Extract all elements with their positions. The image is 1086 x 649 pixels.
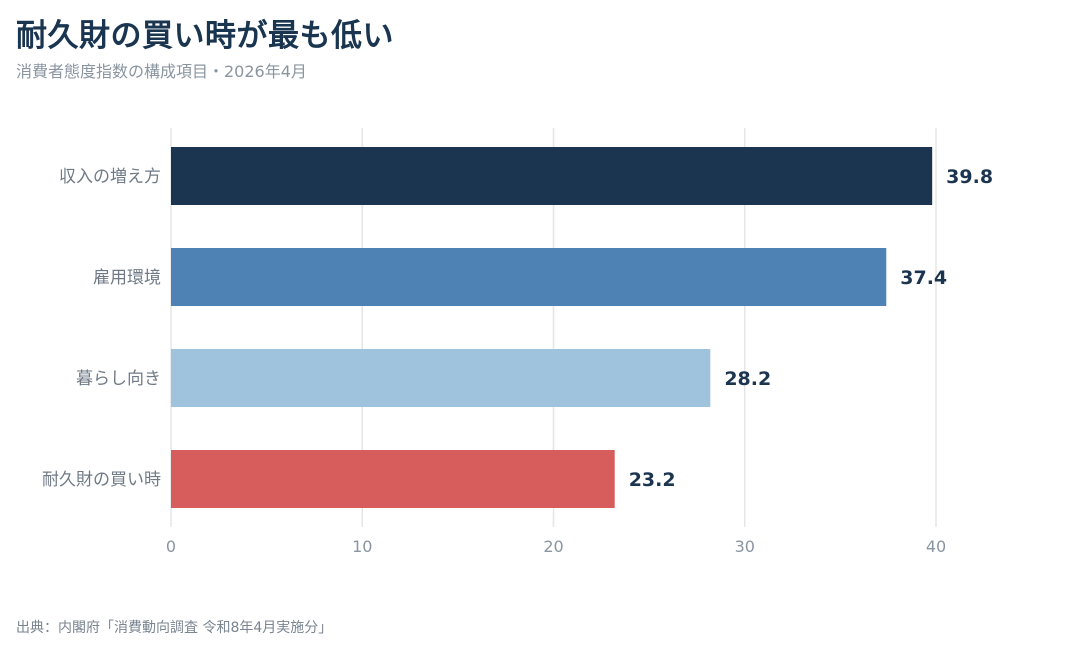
x-tick-label: 0 bbox=[166, 537, 176, 556]
value-labels: 39.8 37.4 28.2 23.2 bbox=[629, 166, 993, 491]
chart-title: 耐久財の買い時が最も低い bbox=[16, 18, 394, 54]
category-label: 雇用環境 bbox=[93, 268, 161, 288]
bar bbox=[171, 349, 711, 407]
chart-subtitle: 消費者態度指数の構成項目・2026年4月 bbox=[16, 62, 307, 81]
value-label: 23.2 bbox=[629, 469, 676, 491]
bar bbox=[171, 248, 887, 306]
value-label: 37.4 bbox=[900, 267, 947, 289]
bar bbox=[171, 147, 933, 205]
x-tick-label: 20 bbox=[543, 537, 563, 556]
value-label: 28.2 bbox=[724, 368, 771, 390]
x-tick-label: 10 bbox=[352, 537, 372, 556]
x-axis-ticks: 0 10 20 30 40 bbox=[166, 537, 946, 556]
value-label: 39.8 bbox=[946, 166, 993, 188]
x-tick-label: 30 bbox=[735, 537, 755, 556]
category-label: 暮らし向き bbox=[76, 369, 161, 389]
source-note: 出典：内閣府「消費動向調査 令和8年4月実施分」 bbox=[16, 620, 333, 636]
category-label: 耐久財の買い時 bbox=[42, 470, 161, 490]
bar bbox=[171, 450, 615, 508]
bars bbox=[171, 147, 933, 508]
category-label: 収入の増え方 bbox=[59, 167, 161, 187]
x-tick-label: 40 bbox=[926, 537, 946, 556]
